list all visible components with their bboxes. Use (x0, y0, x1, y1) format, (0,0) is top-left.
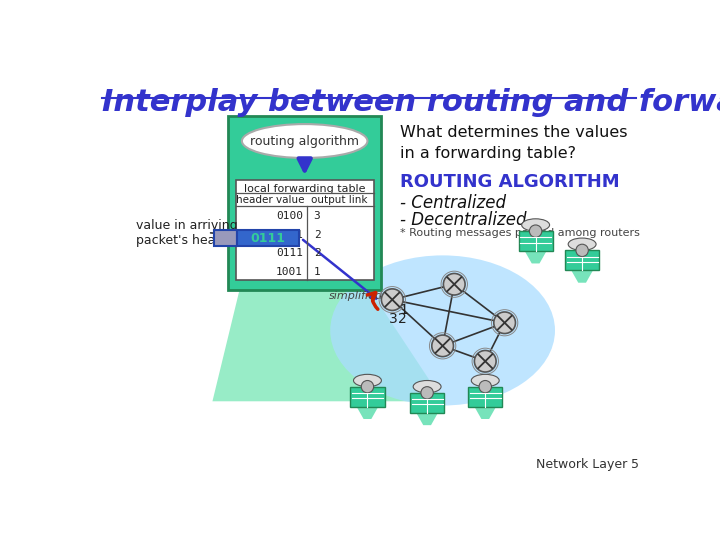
FancyBboxPatch shape (565, 251, 599, 271)
Text: 2: 2 (314, 230, 320, 240)
FancyBboxPatch shape (468, 387, 503, 407)
Circle shape (421, 387, 433, 399)
Circle shape (494, 312, 516, 334)
Text: 0101: 0101 (276, 230, 303, 240)
Circle shape (474, 350, 496, 372)
Text: 0111: 0111 (276, 248, 303, 258)
Text: simplified: simplified (329, 291, 383, 301)
Ellipse shape (568, 238, 596, 251)
FancyBboxPatch shape (214, 231, 238, 246)
Text: Network Layer: Network Layer (536, 458, 627, 471)
Polygon shape (356, 407, 378, 419)
Text: ROUTING ALGORITHM: ROUTING ALGORITHM (400, 173, 620, 191)
Text: output link: output link (310, 195, 367, 205)
Circle shape (479, 381, 492, 393)
Text: 2: 2 (314, 248, 320, 258)
FancyBboxPatch shape (238, 231, 300, 246)
Ellipse shape (522, 219, 549, 231)
Text: 3: 3 (314, 211, 320, 221)
Text: 0111: 0111 (251, 232, 286, 245)
Text: 1001: 1001 (276, 267, 303, 277)
Polygon shape (212, 289, 444, 401)
Text: value in arriving
packet's header: value in arriving packet's header (137, 219, 238, 247)
FancyBboxPatch shape (228, 117, 382, 289)
Text: 1: 1 (314, 267, 320, 277)
Ellipse shape (242, 124, 367, 158)
Ellipse shape (330, 255, 555, 406)
Circle shape (444, 273, 465, 295)
Text: What determines the values
in a forwarding table?: What determines the values in a forwardi… (400, 125, 628, 161)
Text: 5: 5 (631, 458, 639, 471)
Ellipse shape (472, 374, 499, 387)
Polygon shape (571, 271, 593, 283)
Text: 2: 2 (398, 312, 407, 326)
Circle shape (529, 225, 542, 237)
Text: routing algorithm: routing algorithm (250, 134, 359, 147)
FancyArrowPatch shape (367, 293, 378, 309)
Ellipse shape (354, 374, 382, 387)
Text: 3: 3 (390, 312, 398, 326)
FancyBboxPatch shape (235, 180, 374, 280)
Text: - Decentralized: - Decentralized (400, 211, 526, 229)
Polygon shape (416, 413, 438, 425)
Text: - Centralized: - Centralized (400, 194, 506, 212)
Text: local forwarding table: local forwarding table (244, 184, 366, 194)
FancyBboxPatch shape (518, 231, 553, 251)
Ellipse shape (413, 381, 441, 393)
Text: 0100: 0100 (276, 211, 303, 221)
Circle shape (432, 335, 454, 356)
Circle shape (382, 289, 403, 310)
Text: header value: header value (236, 195, 305, 205)
Polygon shape (525, 251, 546, 264)
Text: 1: 1 (400, 302, 408, 316)
Circle shape (576, 244, 588, 256)
Text: Interplay between routing and forwarding: Interplay between routing and forwarding (102, 88, 720, 117)
Polygon shape (474, 407, 496, 419)
Circle shape (361, 381, 374, 393)
FancyBboxPatch shape (410, 393, 444, 413)
Text: * Routing messages passed among routers: * Routing messages passed among routers (400, 228, 640, 238)
FancyBboxPatch shape (351, 387, 384, 407)
